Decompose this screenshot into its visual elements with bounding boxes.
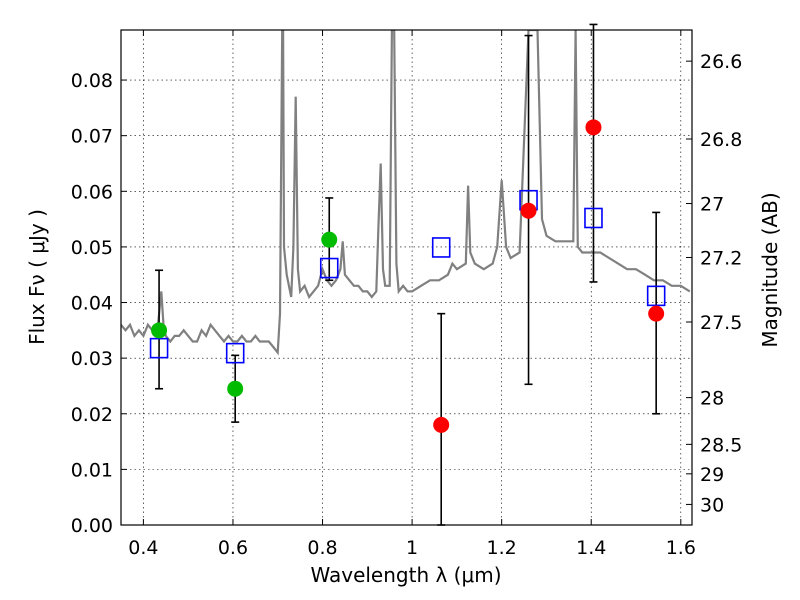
x-tick-label-5: 1.4	[576, 537, 606, 559]
r-tick-label-0: 26.6	[700, 51, 742, 73]
x-tick-label-4: 1.2	[487, 537, 517, 559]
model-square-3	[431, 237, 451, 258]
model-square-0	[149, 337, 169, 359]
r-tick-label-7: 29	[700, 464, 724, 486]
x-tick-label-6: 1.6	[666, 537, 696, 559]
y-tick-label-5: 0.05	[71, 237, 113, 259]
y-tick-label-8: 0.08	[71, 70, 113, 92]
y-tick-label-0: 0.00	[71, 515, 113, 537]
r-tick-label-6: 28.5	[700, 434, 742, 456]
y-axis-right-title: Magnitude (AB)	[758, 192, 782, 347]
r-tick-label-1: 26.8	[700, 129, 742, 151]
y-tick-label-3: 0.03	[71, 348, 113, 370]
model-square-2	[319, 257, 339, 279]
y-tick-label-4: 0.04	[71, 293, 113, 315]
x-tick-label-3: 1	[406, 537, 418, 559]
y-tick-label-2: 0.02	[71, 404, 113, 426]
y-tick-label-1: 0.01	[71, 459, 113, 481]
data-point-3-2	[585, 119, 602, 136]
r-tick-label-3: 27.2	[700, 247, 742, 269]
x-tick-label-0: 0.4	[128, 537, 158, 559]
data-point-3-3	[648, 305, 665, 322]
plot-frame	[120, 29, 693, 526]
y-axis-right: 26.6 26.8 27 27.2 27.5 28 28.5 29 30	[686, 51, 742, 516]
r-tick-label-2: 27	[700, 194, 724, 216]
r-tick-label-4: 27.5	[700, 312, 742, 334]
data-point-2-2	[321, 231, 338, 248]
x-axis-title: Wavelength λ (μm)	[310, 563, 501, 587]
data-point-2-1	[227, 380, 244, 397]
x-axis: 0.4 0.6 0.8 1 1.2 1.4 1.6	[128, 30, 696, 559]
x-tick-label-2: 0.8	[307, 537, 337, 559]
r-tick-label-8: 30	[700, 494, 724, 516]
model-square-1	[225, 342, 245, 364]
error-bars	[155, 23, 661, 526]
spectrum-layer	[121, 30, 691, 356]
markers	[149, 119, 666, 433]
model-square-5	[584, 207, 603, 229]
spectrum-line	[121, 30, 691, 356]
y-tick-label-7: 0.07	[71, 126, 113, 148]
y-tick-label-6: 0.06	[71, 181, 113, 203]
grid	[121, 30, 692, 525]
data-point-2-0	[151, 322, 168, 339]
data-point-3-1	[520, 202, 537, 219]
data-point-3-0	[433, 416, 450, 433]
x-tick-label-1: 0.6	[218, 537, 248, 559]
r-tick-label-5: 28	[700, 388, 724, 410]
y-axis-left: 0.00 0.01 0.02 0.03 0.04 0.05 0.06 0.07 0.08	[71, 70, 127, 537]
model-square-6	[646, 285, 666, 307]
y-axis-title: Flux Fν ( μJy )	[25, 209, 49, 345]
